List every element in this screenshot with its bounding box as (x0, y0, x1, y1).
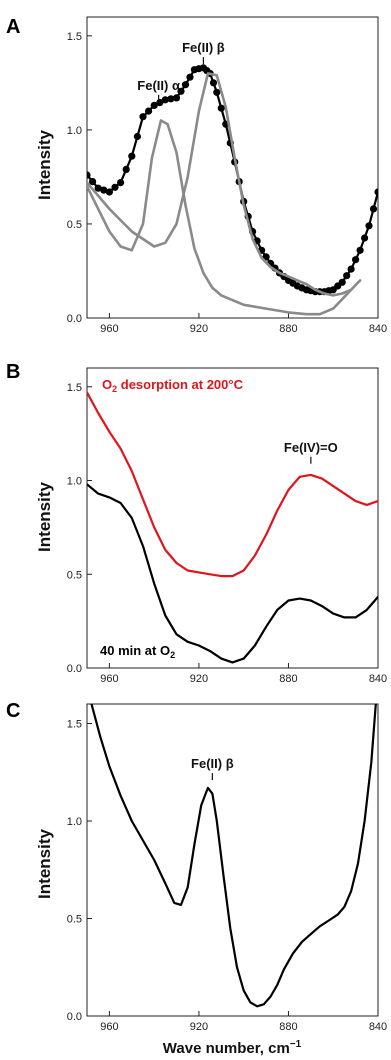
y-tick-label: 0.5 (67, 569, 82, 581)
data-point-marker (172, 94, 181, 102)
x-tick-label: 960 (100, 1021, 118, 1033)
data-point-marker (356, 246, 364, 254)
data-point-marker (105, 188, 113, 196)
data-point-marker (122, 165, 130, 173)
series-line-2 (87, 483, 378, 664)
x-tick-label: 840 (369, 1021, 387, 1033)
y-tick-label: 1.0 (67, 816, 82, 828)
annotation-fe2-beta: Fe(II) β (191, 756, 234, 771)
data-point-marker (213, 88, 221, 96)
annotation-fe2-beta: Fe(II) β (182, 40, 225, 55)
panel-letter: B (6, 361, 20, 383)
series-group (90, 704, 377, 1008)
data-point-marker (161, 96, 169, 104)
axis-ticks: 960 920 880 840 0.0 0.5 1.0 1.5 (67, 31, 387, 335)
x-tick-label: 840 (369, 323, 387, 335)
legend-red-series: O2 desorption at 200°C (102, 377, 244, 394)
x-tick-label: 960 (100, 323, 118, 335)
data-point-marker (369, 205, 378, 213)
x-axis-title: Wave number, cm−1 (163, 1039, 302, 1057)
y-tick-label: 1.0 (67, 125, 82, 137)
y-axis-title: Intensity (35, 829, 54, 899)
plot-frame (86, 367, 379, 669)
series-line-3 (87, 72, 353, 297)
panel-letter: A (6, 16, 20, 38)
series-line-1 (87, 66, 378, 293)
data-point-marker (343, 272, 351, 280)
data-point-marker (128, 152, 136, 160)
panel-letter: C (6, 700, 20, 722)
annotation-group: Fe(II) α Fe(II) β (137, 40, 225, 102)
series-group (87, 391, 378, 664)
plot-frame (86, 16, 379, 319)
annotation-group: Fe(IV)=O (284, 440, 338, 464)
y-tick-label: 1.5 (67, 31, 82, 43)
data-point-marker (133, 132, 141, 141)
series-group (87, 64, 378, 316)
series-line-1 (90, 704, 377, 1008)
legend-black-series: 40 min at O2 (100, 643, 175, 660)
series-line-2 (87, 119, 362, 316)
y-axis-title: Intensity (35, 482, 54, 552)
data-point-marker (374, 188, 378, 196)
x-tick-label: 840 (369, 673, 387, 685)
x-tick-label: 920 (190, 323, 208, 335)
data-point-marker (89, 178, 97, 186)
data-point-marker (186, 73, 194, 81)
y-tick-label: 0.0 (67, 663, 82, 675)
y-tick-label: 1.5 (67, 719, 82, 731)
annotation-group: Fe(II) β (191, 756, 234, 781)
data-point-marker (361, 234, 369, 242)
data-point-marker (139, 113, 147, 121)
x-tick-label: 920 (190, 673, 208, 685)
panel-a: A Intensity 960 920 880 840 0.0 0.5 1.0 1.5 Fe(… (6, 16, 387, 335)
data-point-marker (352, 256, 360, 264)
data-point-marker (217, 104, 225, 112)
series-line-1 (87, 391, 378, 578)
x-tick-label: 960 (100, 673, 118, 685)
data-point-marker (338, 278, 346, 286)
plot-frame (86, 703, 379, 1017)
panel-b: B Intensity 960 920 880 840 0.0 0.5 1.0 1.5 Fe(… (6, 361, 387, 685)
data-point-marker (145, 107, 153, 115)
data-point-marker (156, 99, 164, 107)
axis-ticks: 960 920 880 840 0.0 0.5 1.0 1.5 (67, 382, 387, 685)
y-tick-label: 0.0 (67, 313, 82, 325)
y-tick-label: 0.0 (67, 1011, 82, 1023)
data-point-marker (94, 184, 102, 192)
y-tick-label: 1.5 (67, 382, 82, 394)
panel-c: C Intensity 960 920 880 840 0.0 0.5 1.0 1.5 Fe(… (6, 700, 387, 1057)
data-point-marker (365, 222, 373, 230)
axis-ticks: 960 920 880 840 0.0 0.5 1.0 1.5 (67, 719, 387, 1034)
data-point-marker (347, 265, 355, 273)
data-point-marker (87, 171, 91, 179)
y-tick-label: 0.5 (67, 219, 82, 231)
y-tick-label: 1.0 (67, 476, 82, 488)
annotation-fe2-alpha: Fe(II) α (137, 78, 180, 93)
data-point-marker (111, 183, 119, 191)
data-point-marker (177, 87, 185, 95)
x-tick-label: 880 (279, 1021, 297, 1033)
x-tick-label: 920 (190, 1021, 208, 1033)
x-tick-label: 880 (279, 323, 297, 335)
data-point-marker (181, 81, 190, 89)
data-point-marker (209, 79, 218, 87)
data-point-marker (150, 101, 158, 109)
data-point-marker (117, 179, 125, 187)
y-tick-label: 0.5 (67, 914, 82, 926)
data-point-marker (262, 253, 270, 261)
data-point-marker (100, 186, 108, 194)
data-point-marker (167, 95, 175, 103)
y-axis-title: Intensity (35, 130, 54, 200)
x-tick-label: 880 (279, 673, 297, 685)
annotation-fe4-oxo: Fe(IV)=O (284, 440, 338, 455)
